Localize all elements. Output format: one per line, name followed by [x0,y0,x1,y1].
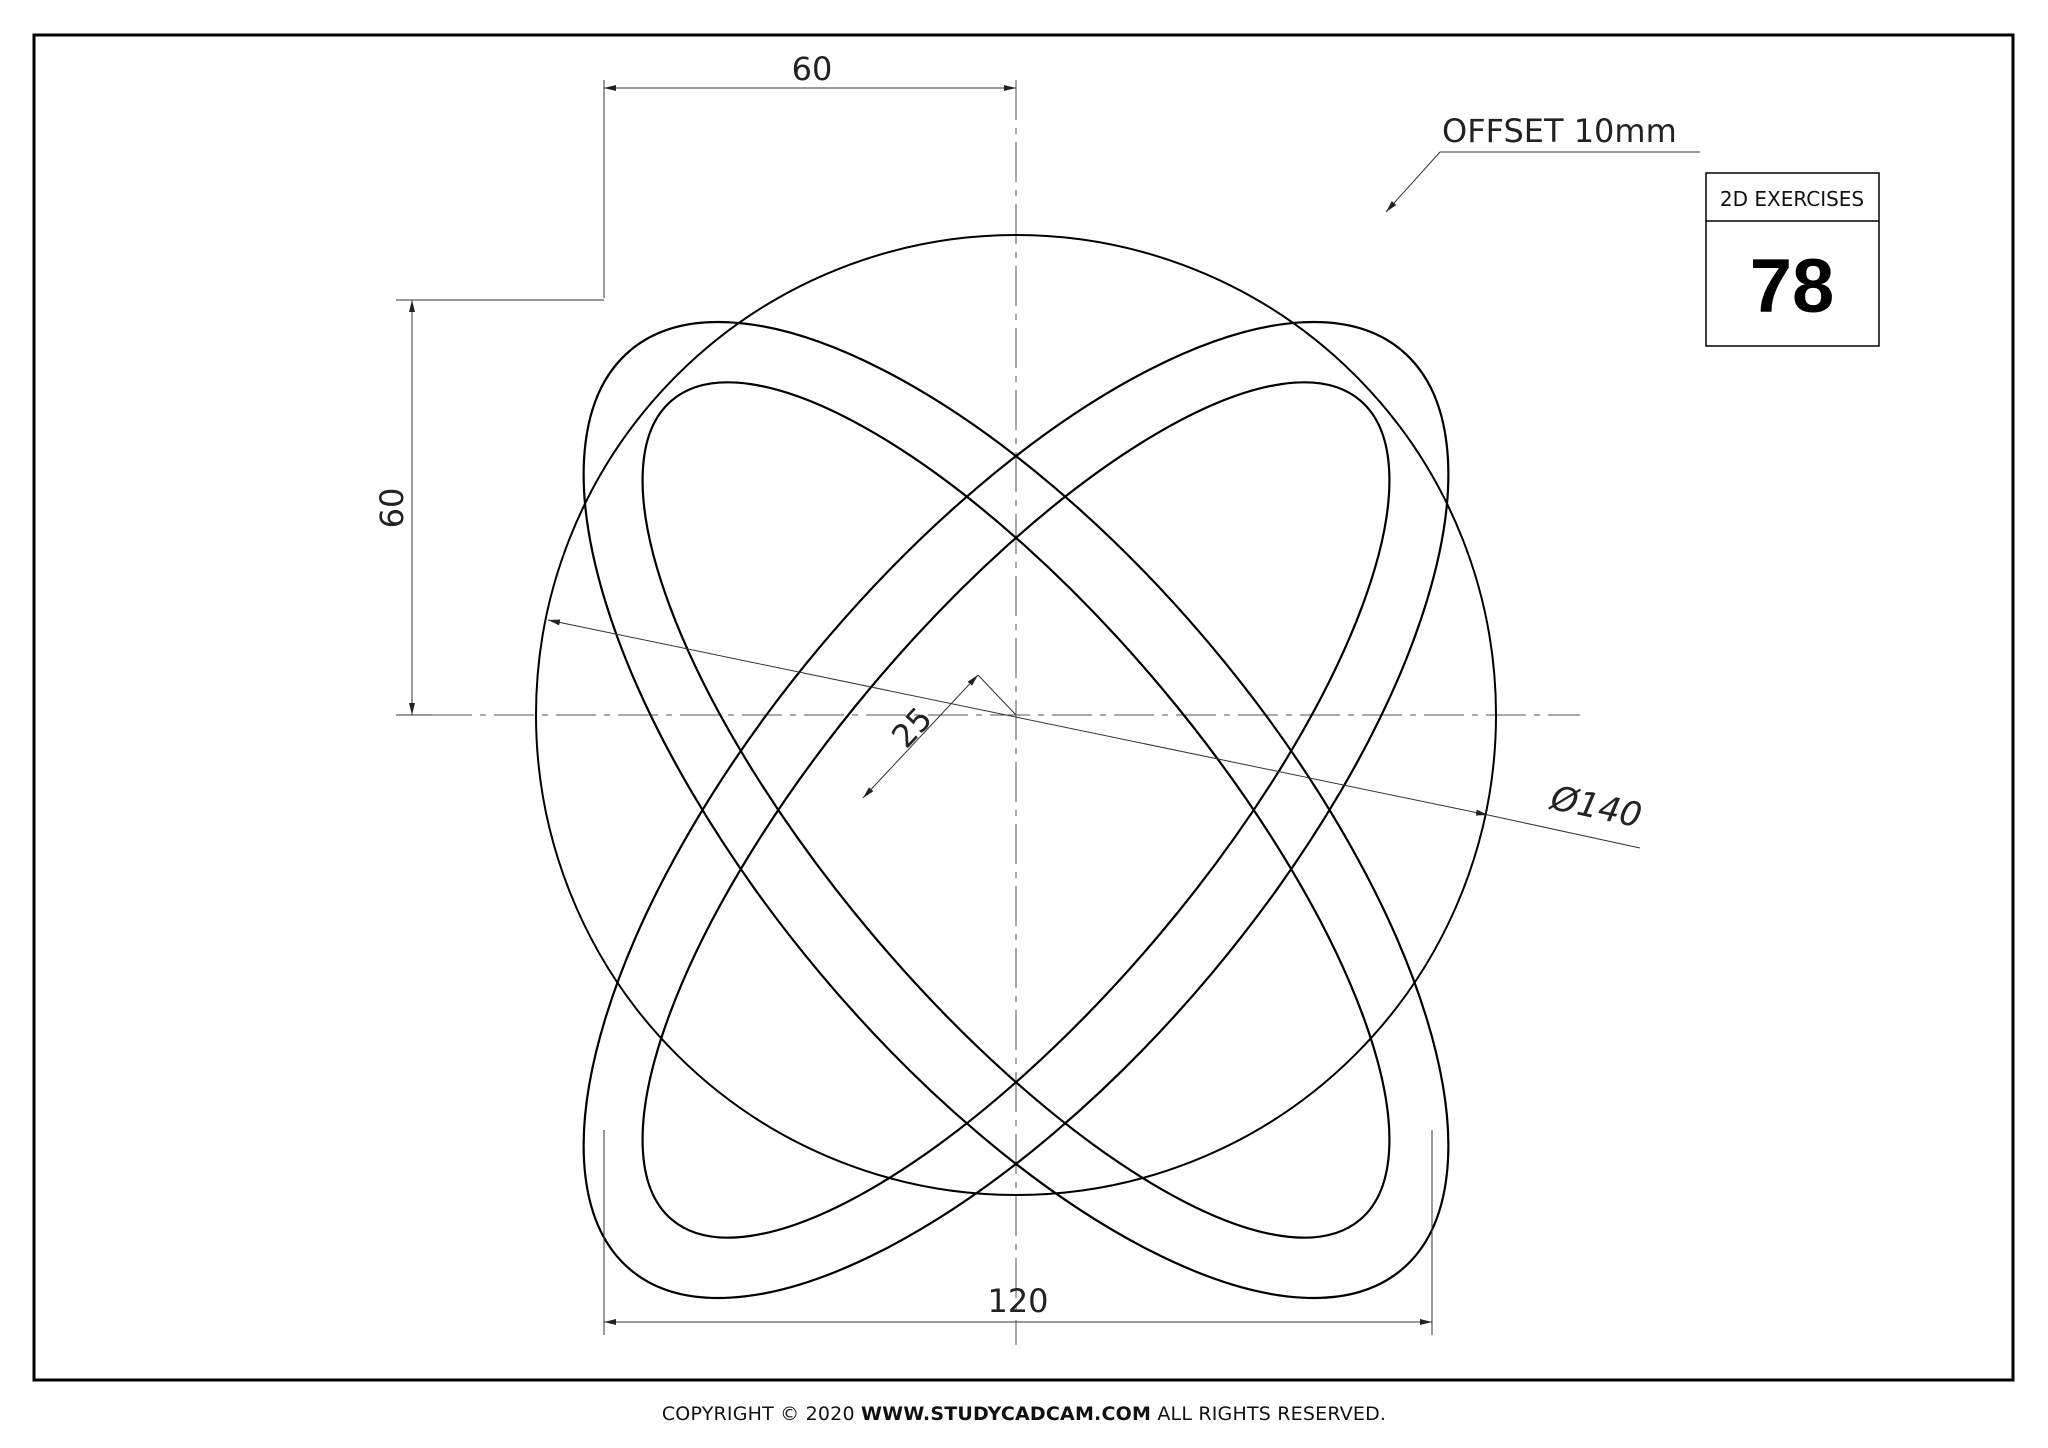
dimension-bottom-width [603,1130,1433,1335]
main-circle [535,234,1497,1196]
offset-leader [1385,151,1700,213]
sheet-border [32,33,2015,1382]
copyright-footer: COPYRIGHT © 2020 WWW.STUDYCADCAM.COM ALL… [0,1403,2048,1425]
dimension-offset [862,674,1017,799]
title-box-label: 2D EXERCISES [1720,187,1864,211]
dim-left-height-text: 60 [373,488,411,529]
dimension-left-height [396,299,604,716]
offset-note-text: OFFSET 10mm [1442,112,1677,150]
footer-suffix: ALL RIGHTS RESERVED. [1151,1403,1387,1425]
title-box-number: 78 [1750,244,1835,329]
dim-offset-text: 25 [884,700,940,756]
dim-top-width-text: 60 [792,50,833,88]
footer-site-link[interactable]: WWW.STUDYCADCAM.COM [861,1403,1152,1425]
dim-bottom-width-text: 120 [987,1282,1048,1320]
title-box: 2D EXERCISES 78 [1705,172,1880,347]
dimension-diameter [547,619,1641,849]
dim-diameter-text: Ø140 [1545,778,1645,837]
footer-prefix: COPYRIGHT © 2020 [661,1403,861,1425]
dimension-top-width [603,80,1016,298]
